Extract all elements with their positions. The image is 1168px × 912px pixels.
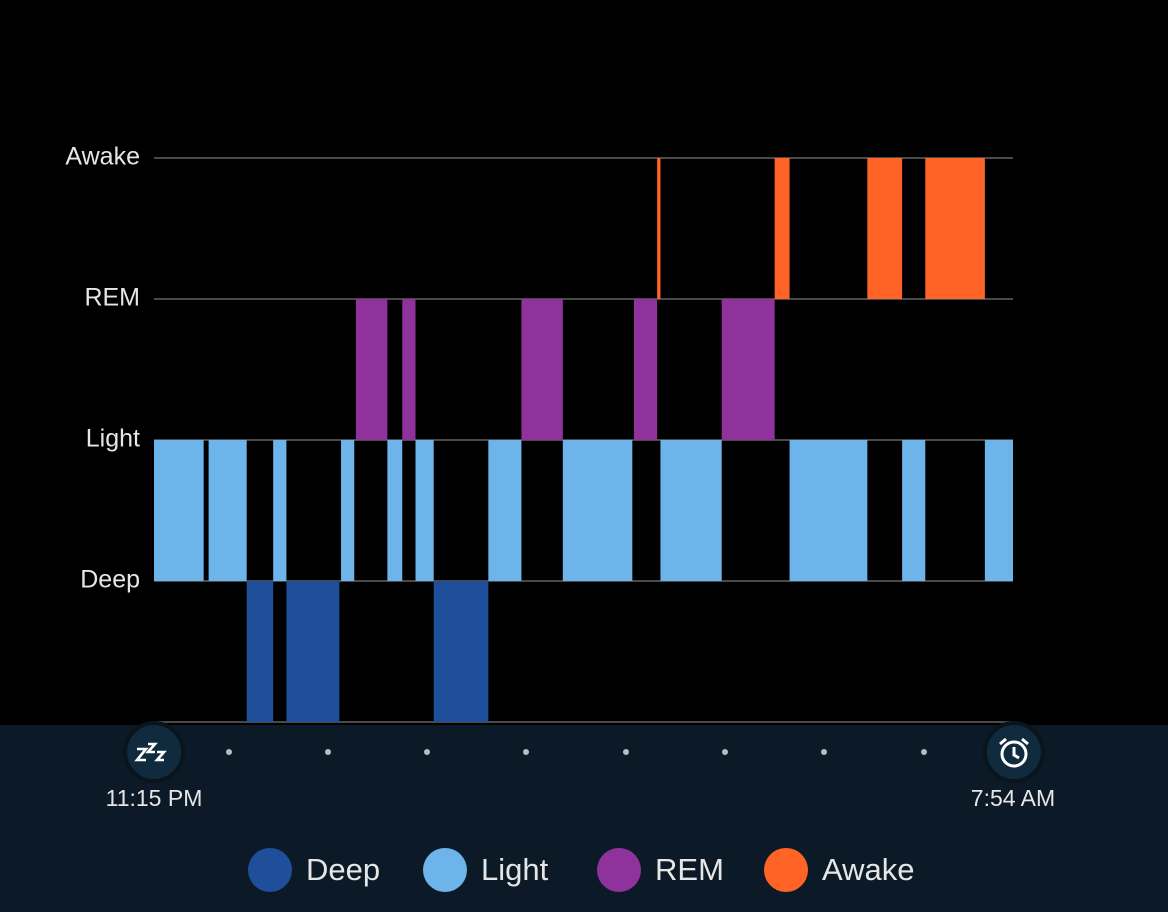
plot-background bbox=[0, 0, 1168, 725]
y-axis-label: REM bbox=[84, 284, 140, 312]
sleep-segment bbox=[562, 440, 633, 581]
x-tick-label: 11:15 PM bbox=[106, 785, 203, 811]
sleep-segment bbox=[208, 440, 247, 581]
sleep-segment bbox=[984, 440, 1013, 581]
legend-swatch bbox=[248, 848, 292, 892]
sleep-segment bbox=[402, 299, 416, 440]
legend-label: Deep bbox=[306, 852, 380, 887]
sleep-segment bbox=[902, 440, 926, 581]
legend-label: REM bbox=[655, 852, 724, 887]
y-axis-label: Light bbox=[86, 425, 140, 453]
y-axis-label: Awake bbox=[65, 143, 140, 171]
sleep-segment bbox=[521, 299, 563, 440]
time-dots bbox=[226, 749, 927, 755]
x-tick-label: 7:54 AM bbox=[971, 785, 1055, 811]
sleep-segment bbox=[633, 299, 658, 440]
alarm-icon bbox=[983, 721, 1045, 783]
legend-swatch bbox=[764, 848, 808, 892]
sleep-segment bbox=[774, 158, 790, 299]
sleep-segment bbox=[273, 440, 287, 581]
sleep-segment bbox=[286, 581, 340, 722]
legend-swatch bbox=[597, 848, 641, 892]
sleep-segment bbox=[433, 581, 489, 722]
sleep-segment bbox=[657, 158, 661, 299]
sleep-segment bbox=[355, 299, 388, 440]
sleep-segment bbox=[789, 440, 868, 581]
sleep-segment bbox=[721, 299, 775, 440]
sleep-segment bbox=[154, 440, 204, 581]
bottom-panel bbox=[0, 725, 1168, 912]
sleep-segment bbox=[387, 440, 403, 581]
sleep-segment bbox=[246, 581, 274, 722]
sleep-segment bbox=[488, 440, 522, 581]
sleep-segment bbox=[341, 440, 355, 581]
sleep-segment bbox=[660, 440, 722, 581]
sleep-icon bbox=[123, 721, 185, 783]
sleep-segment bbox=[415, 440, 434, 581]
legend-label: Light bbox=[481, 852, 549, 887]
legend-swatch bbox=[423, 848, 467, 892]
sleep-segment bbox=[867, 158, 903, 299]
sleep-segment bbox=[925, 158, 985, 299]
legend-label: Awake bbox=[822, 852, 915, 887]
y-axis-label: Deep bbox=[80, 566, 140, 594]
